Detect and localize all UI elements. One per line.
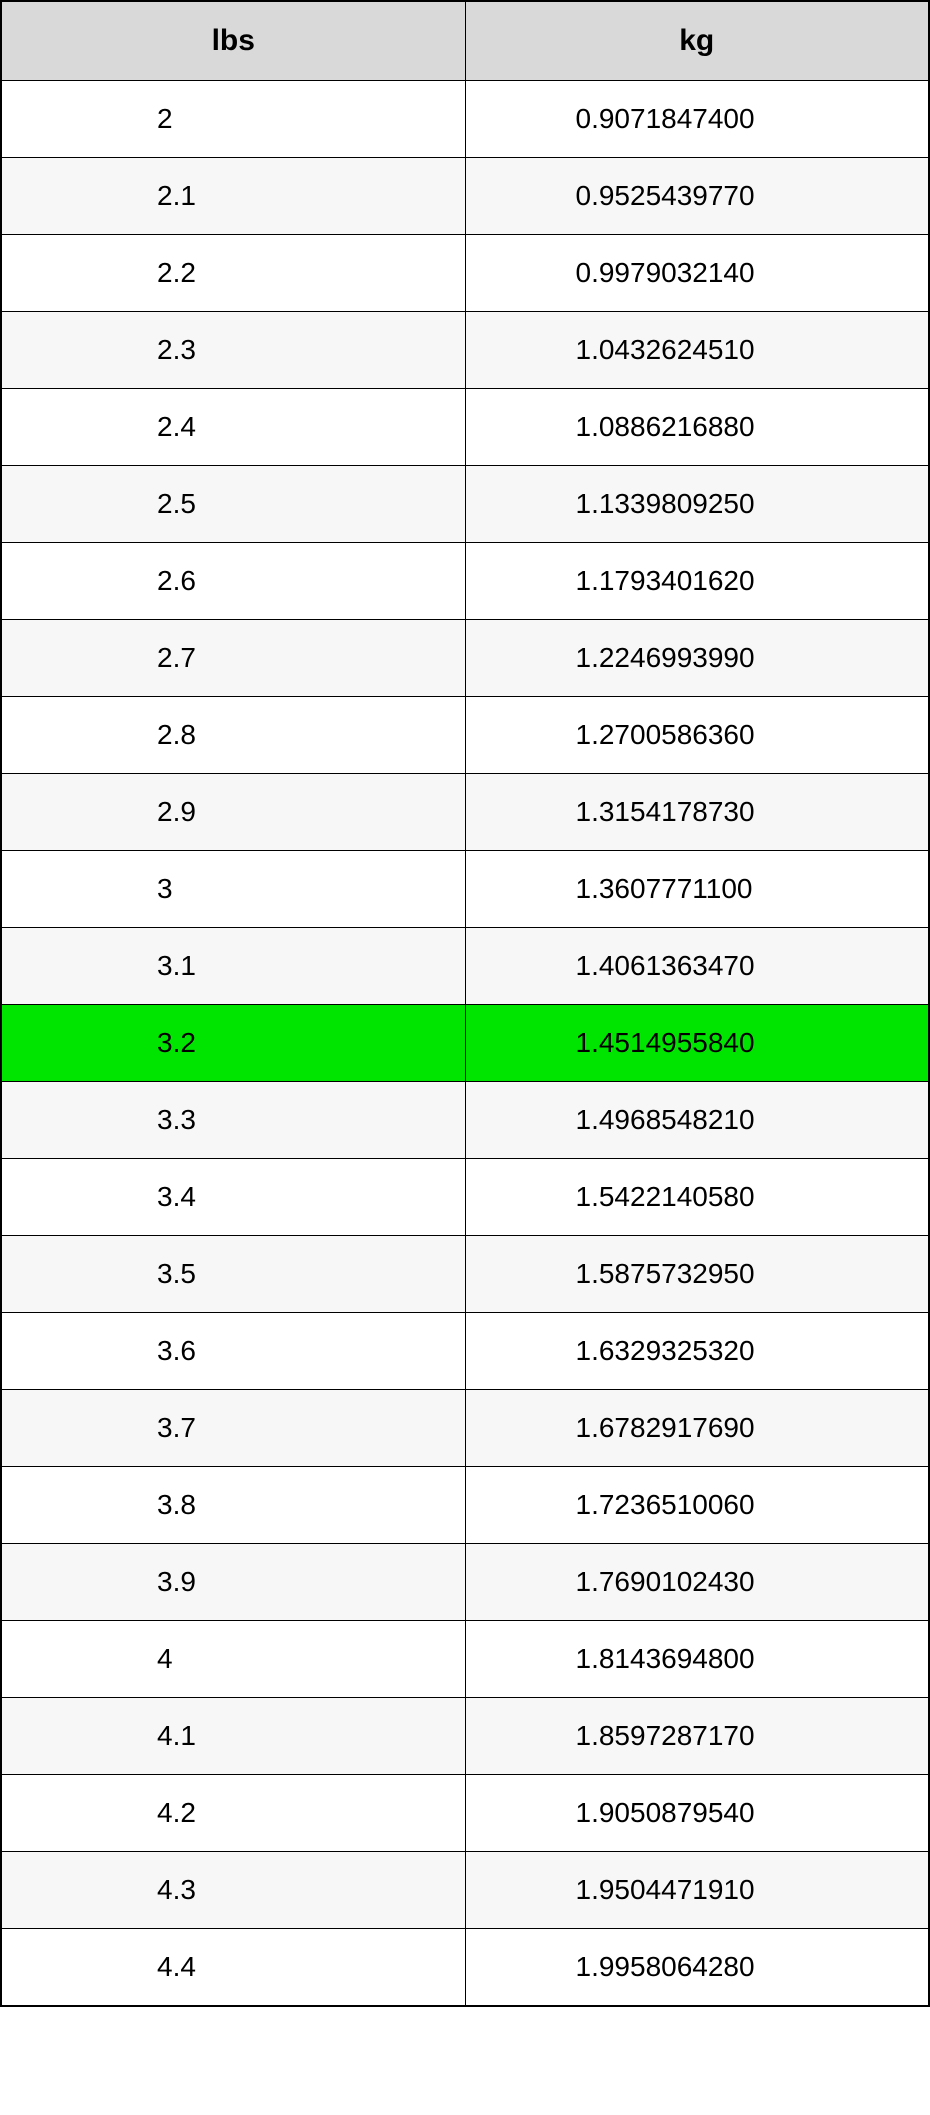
table-body: 20.90718474002.10.95254397702.20.9979032… [1, 81, 929, 2007]
cell-kg: 1.4514955840 [465, 1005, 929, 1082]
table-row: 3.91.7690102430 [1, 1544, 929, 1621]
cell-lbs: 2 [1, 81, 465, 158]
cell-kg: 1.1339809250 [465, 466, 929, 543]
cell-kg: 1.6329325320 [465, 1313, 929, 1390]
cell-lbs: 4.1 [1, 1698, 465, 1775]
cell-kg: 1.2246993990 [465, 620, 929, 697]
cell-kg: 1.2700586360 [465, 697, 929, 774]
cell-lbs: 4.3 [1, 1852, 465, 1929]
cell-kg: 1.5422140580 [465, 1159, 929, 1236]
table-row: 2.41.0886216880 [1, 389, 929, 466]
cell-lbs: 2.3 [1, 312, 465, 389]
table-row: 2.61.1793401620 [1, 543, 929, 620]
cell-kg: 0.9525439770 [465, 158, 929, 235]
cell-kg: 1.9504471910 [465, 1852, 929, 1929]
table-row: 3.21.4514955840 [1, 1005, 929, 1082]
table-header-row: lbs kg [1, 1, 929, 81]
table-row: 3.51.5875732950 [1, 1236, 929, 1313]
cell-kg: 1.7236510060 [465, 1467, 929, 1544]
table-row: 4.21.9050879540 [1, 1775, 929, 1852]
cell-lbs: 2.6 [1, 543, 465, 620]
cell-lbs: 3.6 [1, 1313, 465, 1390]
table-row: 2.31.0432624510 [1, 312, 929, 389]
cell-kg: 1.5875732950 [465, 1236, 929, 1313]
table-row: 3.31.4968548210 [1, 1082, 929, 1159]
table-row: 2.51.1339809250 [1, 466, 929, 543]
cell-lbs: 3.8 [1, 1467, 465, 1544]
cell-lbs: 2.9 [1, 774, 465, 851]
cell-kg: 1.7690102430 [465, 1544, 929, 1621]
cell-lbs: 4 [1, 1621, 465, 1698]
cell-lbs: 2.2 [1, 235, 465, 312]
cell-lbs: 3.2 [1, 1005, 465, 1082]
table-row: 2.81.2700586360 [1, 697, 929, 774]
cell-lbs: 4.4 [1, 1929, 465, 2007]
cell-kg: 1.9958064280 [465, 1929, 929, 2007]
header-lbs: lbs [1, 1, 465, 81]
table-row: 4.31.9504471910 [1, 1852, 929, 1929]
cell-lbs: 3.4 [1, 1159, 465, 1236]
table-row: 3.61.6329325320 [1, 1313, 929, 1390]
conversion-table-container: lbs kg 20.90718474002.10.95254397702.20.… [0, 0, 930, 2007]
cell-kg: 1.1793401620 [465, 543, 929, 620]
cell-lbs: 3.3 [1, 1082, 465, 1159]
conversion-table: lbs kg 20.90718474002.10.95254397702.20.… [0, 0, 930, 2007]
cell-kg: 1.6782917690 [465, 1390, 929, 1467]
cell-kg: 0.9071847400 [465, 81, 929, 158]
table-row: 3.81.7236510060 [1, 1467, 929, 1544]
table-row: 3.41.5422140580 [1, 1159, 929, 1236]
table-row: 2.91.3154178730 [1, 774, 929, 851]
cell-kg: 1.4968548210 [465, 1082, 929, 1159]
table-row: 41.8143694800 [1, 1621, 929, 1698]
table-row: 2.71.2246993990 [1, 620, 929, 697]
cell-lbs: 3.9 [1, 1544, 465, 1621]
table-row: 3.11.4061363470 [1, 928, 929, 1005]
table-row: 2.10.9525439770 [1, 158, 929, 235]
cell-lbs: 4.2 [1, 1775, 465, 1852]
table-row: 3.71.6782917690 [1, 1390, 929, 1467]
cell-lbs: 3.7 [1, 1390, 465, 1467]
cell-lbs: 2.4 [1, 389, 465, 466]
cell-lbs: 3.1 [1, 928, 465, 1005]
table-row: 4.41.9958064280 [1, 1929, 929, 2007]
cell-lbs: 2.8 [1, 697, 465, 774]
cell-kg: 1.0886216880 [465, 389, 929, 466]
cell-kg: 1.8597287170 [465, 1698, 929, 1775]
cell-kg: 1.8143694800 [465, 1621, 929, 1698]
cell-kg: 1.0432624510 [465, 312, 929, 389]
cell-kg: 1.3607771100 [465, 851, 929, 928]
cell-kg: 1.4061363470 [465, 928, 929, 1005]
cell-lbs: 2.7 [1, 620, 465, 697]
cell-lbs: 3 [1, 851, 465, 928]
cell-kg: 1.9050879540 [465, 1775, 929, 1852]
cell-lbs: 2.1 [1, 158, 465, 235]
table-row: 4.11.8597287170 [1, 1698, 929, 1775]
table-row: 31.3607771100 [1, 851, 929, 928]
cell-lbs: 3.5 [1, 1236, 465, 1313]
cell-lbs: 2.5 [1, 466, 465, 543]
table-row: 20.9071847400 [1, 81, 929, 158]
cell-kg: 0.9979032140 [465, 235, 929, 312]
cell-kg: 1.3154178730 [465, 774, 929, 851]
table-row: 2.20.9979032140 [1, 235, 929, 312]
header-kg: kg [465, 1, 929, 81]
